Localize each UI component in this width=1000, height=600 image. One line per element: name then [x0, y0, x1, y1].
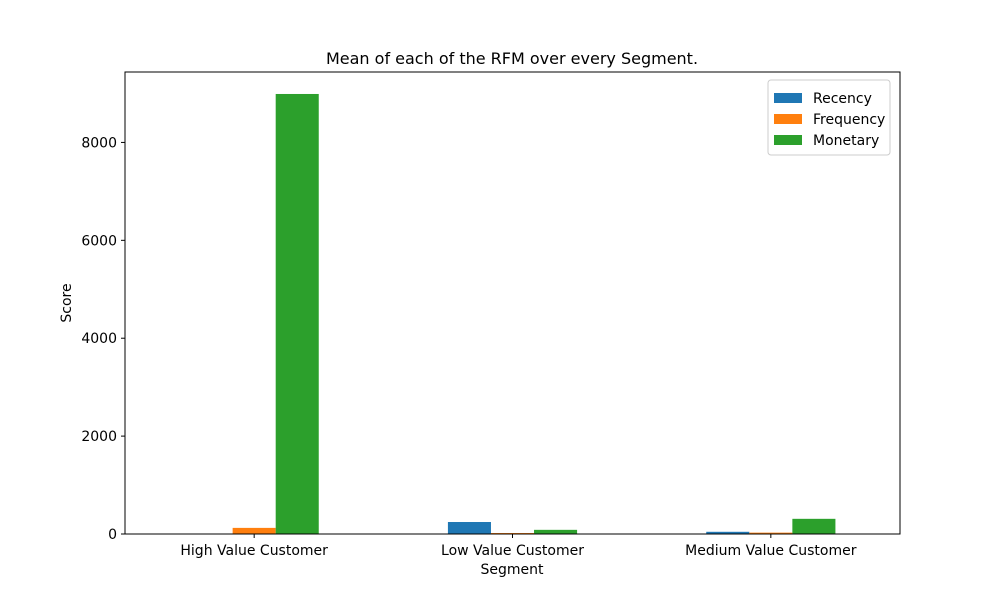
- bar-recency-low-value-customer: [447, 522, 491, 534]
- legend-label-frequency: Frequency: [813, 112, 885, 128]
- y-axis: 0 2000 4000 6000 8000: [81, 135, 125, 543]
- y-axis-label: Score: [59, 283, 75, 322]
- plot-area: [189, 93, 836, 535]
- legend-swatch-recency: [774, 93, 802, 103]
- y-tick-label: 0: [108, 527, 117, 543]
- x-tick-label: Medium Value Customer: [685, 543, 857, 559]
- y-tick-label: 8000: [81, 135, 117, 151]
- legend-label-recency: Recency: [813, 91, 872, 107]
- y-tick-label: 4000: [81, 331, 117, 347]
- bar-frequency-high-value-customer: [232, 527, 276, 534]
- bar-frequency-medium-value-customer: [749, 532, 793, 534]
- y-tick-label: 6000: [81, 233, 117, 249]
- x-axis: High Value Customer Low Value Customer Med…: [180, 534, 857, 559]
- y-tick-label: 2000: [81, 429, 117, 445]
- bar-monetary-low-value-customer: [534, 529, 578, 534]
- bar-monetary-medium-value-customer: [792, 518, 836, 534]
- x-axis-label: Segment: [481, 562, 545, 578]
- legend-swatch-monetary: [774, 135, 802, 145]
- x-tick-label: High Value Customer: [180, 543, 328, 559]
- x-tick-label: Low Value Customer: [441, 543, 584, 559]
- legend-swatch-frequency: [774, 114, 802, 124]
- legend: Recency Frequency Monetary: [767, 79, 891, 156]
- bar-recency-medium-value-customer: [706, 531, 750, 534]
- legend-label-monetary: Monetary: [813, 133, 879, 149]
- bar-monetary-high-value-customer: [275, 93, 319, 535]
- chart-title: Mean of each of the RFM over every Segme…: [326, 49, 698, 68]
